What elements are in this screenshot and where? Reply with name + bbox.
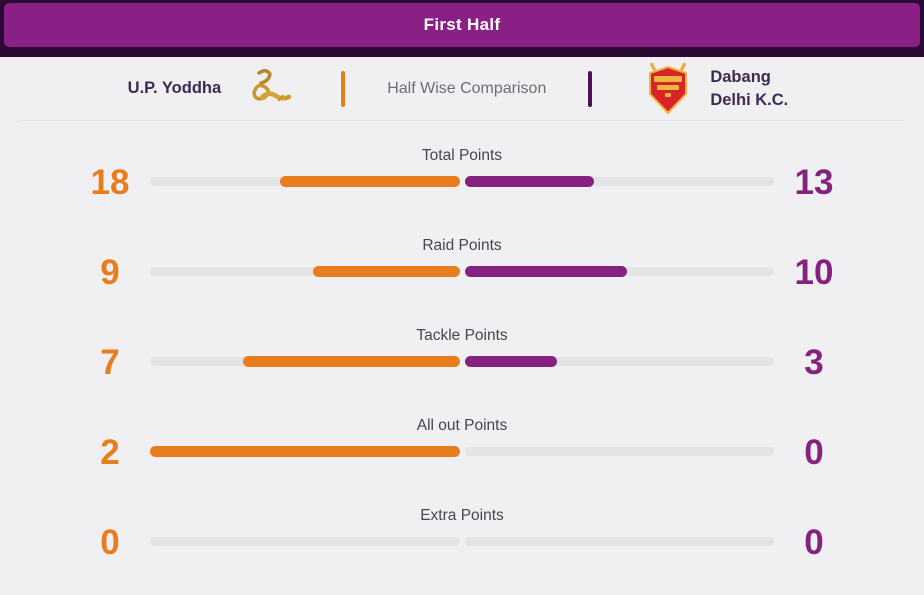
bar-track-right [464, 447, 774, 456]
stat-label: Total Points [421, 147, 503, 164]
left-bar-fill [312, 266, 460, 277]
left-bar-fill [150, 446, 460, 457]
stats-list: 18 Total Points 13 9 Raid Points 10 [0, 121, 924, 560]
bar-track-left [150, 356, 460, 367]
bar-track-left [150, 266, 460, 277]
stat-row-raid-points: 9 Raid Points 10 [80, 237, 844, 290]
comparison-title: Half Wise Comparison [387, 79, 547, 97]
left-team-divider [341, 70, 346, 107]
bar-track-left [150, 446, 460, 457]
right-value: 13 [794, 163, 834, 203]
comparison-bar [150, 537, 774, 546]
stat-row-all-out-points: 2 All out Points 0 [80, 417, 844, 470]
comparison-bar [150, 266, 774, 277]
stat-label: All out Points [416, 417, 508, 434]
right-value: 0 [804, 433, 824, 473]
bar-track-left [150, 537, 460, 546]
stat-label: Raid Points [422, 237, 502, 254]
right-bar-fill [464, 176, 595, 187]
stat-label: Extra Points [420, 507, 504, 524]
right-value: 10 [794, 253, 834, 293]
stat-row-extra-points: 0 Extra Points 0 [80, 507, 844, 560]
stat-label: Tackle Points [416, 327, 508, 344]
left-value: 9 [100, 253, 120, 293]
bar-track-right [464, 356, 774, 367]
bar-track-left [150, 176, 460, 187]
dabang-delhi-logo-icon [644, 61, 692, 117]
left-bar-fill [242, 356, 460, 367]
left-value: 18 [90, 163, 130, 203]
bar-track-right [464, 176, 774, 187]
stat-row-tackle-points: 7 Tackle Points 3 [80, 327, 844, 380]
bar-track-right [464, 537, 774, 546]
banner-strip: First Half [0, 0, 924, 57]
stat-row-total-points: 18 Total Points 13 [80, 147, 844, 200]
comparison-bar [150, 446, 774, 457]
bar-track-right [464, 266, 774, 277]
up-yoddha-logo-icon [239, 66, 297, 112]
first-half-banner: First Half [4, 3, 920, 47]
comparison-header: U.P. Yoddha Half Wise Comparison [0, 57, 924, 120]
right-team-name: Dabang Delhi K.C. [710, 68, 789, 109]
comparison-bar [150, 176, 774, 187]
left-value: 2 [100, 433, 120, 473]
right-value: 0 [804, 523, 824, 563]
left-value: 7 [100, 343, 120, 383]
right-value: 3 [804, 343, 824, 383]
right-bar-fill [464, 266, 628, 277]
left-value: 0 [100, 523, 120, 563]
left-bar-fill [279, 176, 460, 187]
header-divider-line [20, 120, 904, 121]
left-team-name: U.P. Yoddha [127, 79, 222, 98]
banner-title: First Half [423, 15, 501, 34]
comparison-bar [150, 356, 774, 367]
right-team-divider [588, 70, 593, 107]
right-bar-fill [464, 356, 558, 367]
